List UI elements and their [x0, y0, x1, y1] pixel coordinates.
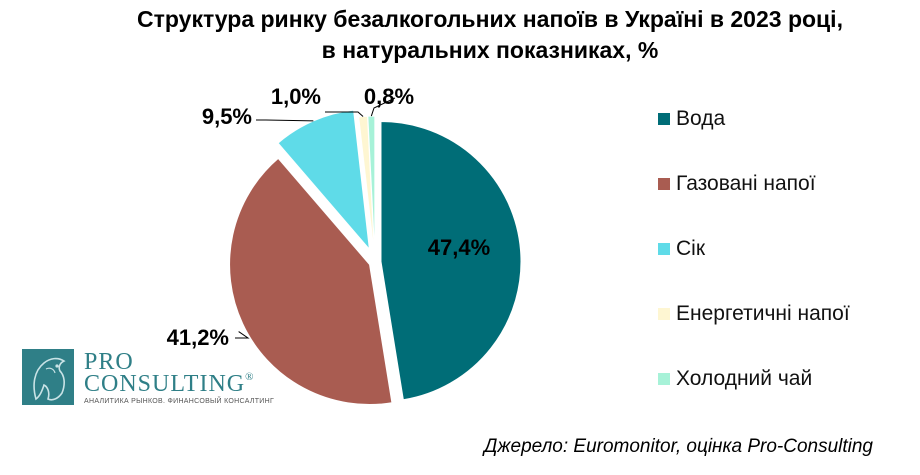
legend-swatch-gazovani	[658, 178, 670, 190]
legend-item-gazovani: Газовані напої	[658, 171, 850, 197]
leader-line-kholodnyi-chai	[370, 97, 396, 117]
legend-swatch-kholodnyi-chai	[658, 373, 670, 385]
legend-label-gazovani: Газовані напої	[676, 172, 816, 195]
data-label-gazovani: 41,2%	[167, 325, 229, 350]
pro-consulting-logo: PRO CONSULTING® АНАЛИТИКА РЫНКОВ. ФИНАНС…	[22, 349, 275, 409]
data-label-sik: 9,5%	[202, 104, 252, 129]
legend-swatch-energetychni	[658, 308, 670, 320]
pie-slice-voda	[380, 121, 522, 401]
data-label-voda: 47,4%	[428, 235, 490, 260]
legend-label-sik: Сік	[676, 237, 706, 260]
logo-registered-mark: ®	[245, 371, 255, 383]
legend-swatch-voda	[658, 113, 670, 125]
pie-slice-sik	[277, 109, 371, 251]
title-line-1: Структура ринку безалкогольних напоїв в …	[137, 6, 843, 32]
leader-line-gazovani	[235, 331, 250, 339]
legend-swatch-sik	[658, 243, 670, 255]
source-note: Джерело: Euromonitor, оцінка Pro-Consult…	[484, 436, 873, 457]
chart-title: Структура ринку безалкогольних напоїв в …	[0, 4, 920, 66]
data-label-energetychni: 1,0%	[271, 84, 321, 109]
legend-item-energetychni: Енергетичні напої	[658, 301, 850, 327]
legend-item-voda: Вода	[658, 106, 850, 132]
horse-emblem-icon	[33, 357, 66, 401]
logo-emblem	[22, 349, 74, 405]
pie-slice-gazovani	[229, 157, 393, 406]
title-line-2: в натуральних показниках, %	[321, 37, 659, 63]
legend: Вода Газовані напої Сік Енергетичні напо…	[658, 106, 850, 431]
leader-line-energetychni	[325, 111, 364, 117]
legend-label-kholodnyi-chai: Холодний чай	[676, 367, 813, 390]
logo-tagline: АНАЛИТИКА РЫНКОВ. ФИНАНСОВЫЙ КОНСАЛТИНГ	[84, 398, 275, 405]
legend-item-sik: Сік	[658, 236, 850, 262]
logo-consulting-word: CONSULTING	[84, 371, 246, 397]
legend-label-energetychni: Енергетичні напої	[676, 302, 850, 325]
leader-line-sik	[256, 119, 314, 122]
logo-text-consulting: CONSULTING®	[84, 371, 254, 398]
legend-item-kholodnyi-chai: Холодний чай	[658, 366, 850, 392]
logo-text-pro: PRO	[84, 349, 134, 375]
data-label-kholodnyi-chai: 0,8%	[364, 84, 414, 109]
legend-label-voda: Вода	[676, 107, 726, 130]
